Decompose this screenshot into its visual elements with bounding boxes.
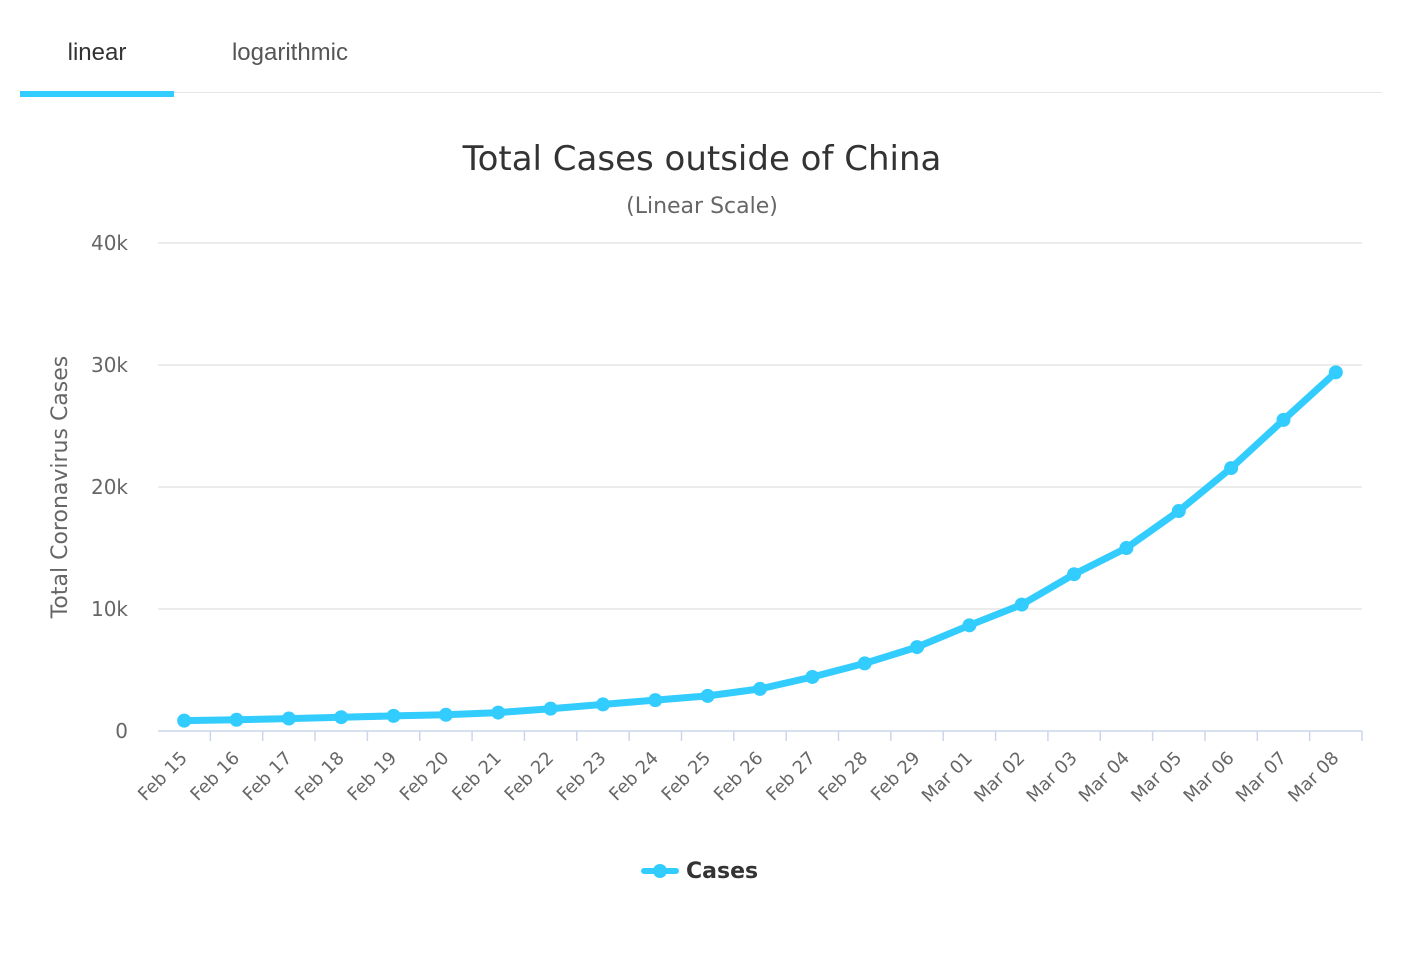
data-point[interactable] <box>700 688 715 703</box>
data-point[interactable] <box>1224 461 1239 476</box>
x-tick-label: Feb 23 <box>553 748 611 806</box>
data-point[interactable] <box>386 708 401 723</box>
y-tick-label: 0 <box>115 719 128 743</box>
x-tick-label: Feb 26 <box>710 748 768 806</box>
gridlines <box>158 242 1362 610</box>
data-point[interactable] <box>595 697 610 712</box>
chart-title: Total Cases outside of China <box>462 139 942 179</box>
y-tick-label: 20k <box>91 475 128 499</box>
x-tick-label: Mar 07 <box>1232 748 1291 807</box>
data-point[interactable] <box>1014 597 1029 612</box>
data-point[interactable] <box>229 712 244 727</box>
data-point[interactable] <box>334 710 349 725</box>
x-tick-label: Feb 18 <box>291 748 349 806</box>
chart-subtitle: (Linear Scale) <box>626 194 778 219</box>
data-point[interactable] <box>648 693 663 708</box>
x-tick-label: Feb 19 <box>343 748 401 806</box>
legend[interactable]: Cases <box>641 859 758 884</box>
y-tick-label: 10k <box>91 597 128 621</box>
y-axis-title: Total Coronavirus Cases <box>48 356 73 620</box>
data-point[interactable] <box>1328 365 1343 380</box>
x-tick-label: Feb 24 <box>605 748 663 806</box>
x-tick-label: Mar 02 <box>970 748 1029 807</box>
data-point[interactable] <box>805 669 820 684</box>
x-tick-label: Feb 27 <box>762 748 820 806</box>
tab-logarithmic[interactable]: logarithmic <box>231 39 349 66</box>
scale-tabs: linear logarithmic <box>20 0 1382 97</box>
x-tick-label: Mar 03 <box>1023 748 1082 807</box>
x-tick-label: Feb 25 <box>658 748 716 806</box>
data-point[interactable] <box>753 681 767 696</box>
x-tick-label: Feb 21 <box>448 748 506 806</box>
data-point[interactable] <box>491 705 506 720</box>
x-tick-label: Feb 28 <box>815 748 873 806</box>
x-tick-label: Feb 22 <box>501 748 559 806</box>
y-tick-label: 30k <box>91 353 128 377</box>
x-tick-label: Mar 04 <box>1075 748 1134 807</box>
y-axis: 0 10k 20k 30k 40k <box>91 231 128 743</box>
data-point[interactable] <box>857 656 872 671</box>
y-tick-label: 40k <box>91 231 128 255</box>
x-tick-label: Feb 16 <box>186 748 244 806</box>
data-point[interactable] <box>543 701 558 716</box>
x-tick-label: Mar 06 <box>1180 748 1239 807</box>
x-tick-label: Mar 01 <box>918 748 977 807</box>
x-tick-label: Feb 17 <box>239 748 297 806</box>
x-tick-label: Mar 05 <box>1127 748 1186 807</box>
data-point[interactable] <box>1119 541 1134 555</box>
data-point[interactable] <box>1067 567 1082 582</box>
x-tick-label: Feb 15 <box>134 748 192 806</box>
x-tick-label: Feb 29 <box>867 748 925 806</box>
series-cases[interactable] <box>177 365 1343 728</box>
data-point[interactable] <box>962 618 977 633</box>
x-tick-label: Mar 08 <box>1284 748 1343 807</box>
data-point[interactable] <box>438 707 453 722</box>
x-tick-label: Feb 20 <box>396 748 454 806</box>
tab-linear[interactable]: linear <box>67 39 127 66</box>
series-line <box>180 368 1340 725</box>
data-point[interactable] <box>177 713 192 728</box>
legend-symbol-marker <box>653 864 667 878</box>
data-point[interactable] <box>1171 504 1186 519</box>
data-point[interactable] <box>281 711 296 726</box>
data-point[interactable] <box>910 640 925 655</box>
active-tab-indicator <box>20 91 174 97</box>
legend-item-cases[interactable]: Cases <box>686 859 758 884</box>
data-point[interactable] <box>1276 412 1291 427</box>
